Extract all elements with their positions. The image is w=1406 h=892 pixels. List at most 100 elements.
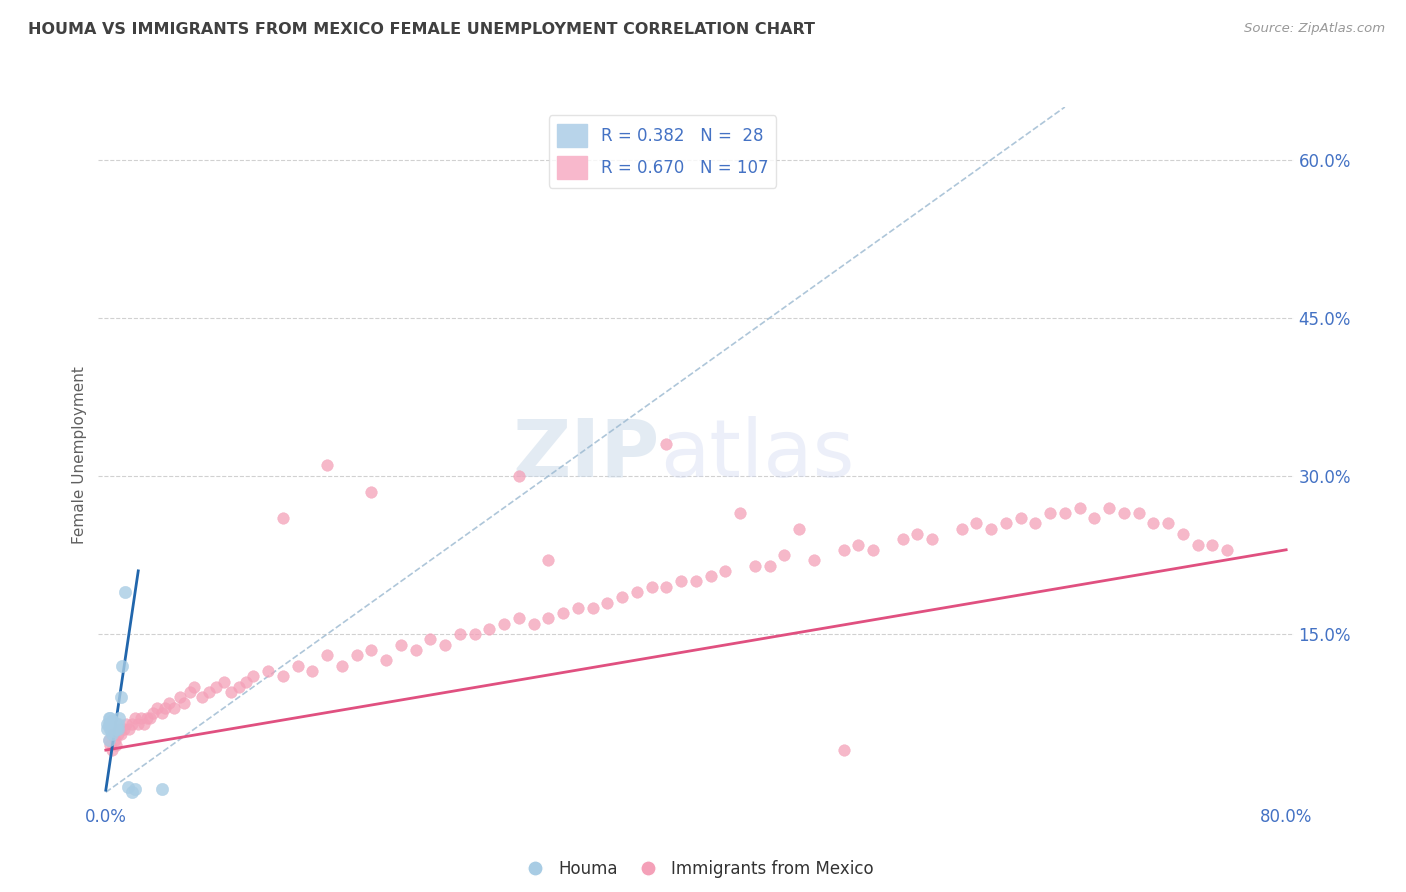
- Point: [242, 669, 264, 683]
- Point: [1098, 500, 1121, 515]
- Point: [360, 484, 382, 499]
- Point: [96, 722, 118, 736]
- Point: [121, 716, 143, 731]
- Point: [107, 727, 129, 741]
- Point: [1171, 527, 1194, 541]
- Point: [228, 680, 250, 694]
- Text: atlas: atlas: [661, 416, 855, 494]
- Point: [107, 722, 129, 736]
- Point: [582, 600, 605, 615]
- Point: [655, 580, 678, 594]
- Point: [1024, 516, 1046, 531]
- Point: [100, 743, 122, 757]
- Point: [101, 724, 124, 739]
- Point: [104, 732, 127, 747]
- Point: [97, 716, 120, 731]
- Point: [965, 516, 987, 531]
- Point: [287, 658, 309, 673]
- Point: [157, 696, 180, 710]
- Point: [139, 711, 162, 725]
- Point: [115, 716, 138, 731]
- Text: Source: ZipAtlas.com: Source: ZipAtlas.com: [1244, 22, 1385, 36]
- Point: [508, 611, 530, 625]
- Point: [641, 580, 664, 594]
- Point: [612, 591, 634, 605]
- Point: [1142, 516, 1164, 531]
- Point: [316, 458, 339, 473]
- Point: [1083, 511, 1105, 525]
- Point: [117, 780, 139, 794]
- Point: [537, 611, 560, 625]
- Point: [699, 569, 721, 583]
- Point: [136, 711, 159, 725]
- Point: [142, 706, 165, 721]
- Point: [97, 711, 120, 725]
- Point: [744, 558, 766, 573]
- Point: [330, 658, 353, 673]
- Point: [1069, 500, 1091, 515]
- Point: [419, 632, 441, 647]
- Point: [950, 522, 973, 536]
- Point: [146, 701, 169, 715]
- Point: [523, 616, 546, 631]
- Point: [150, 706, 173, 721]
- Point: [118, 722, 141, 736]
- Point: [96, 716, 118, 731]
- Point: [124, 711, 146, 725]
- Point: [1216, 542, 1239, 557]
- Point: [1157, 516, 1180, 531]
- Point: [107, 716, 129, 731]
- Point: [271, 669, 294, 683]
- Point: [219, 685, 242, 699]
- Point: [1187, 537, 1209, 551]
- Point: [478, 622, 501, 636]
- Point: [553, 606, 575, 620]
- Point: [212, 674, 235, 689]
- Point: [994, 516, 1017, 531]
- Point: [316, 648, 339, 663]
- Point: [1039, 506, 1062, 520]
- Point: [163, 701, 186, 715]
- Point: [169, 690, 191, 705]
- Legend: Houma, Immigrants from Mexico: Houma, Immigrants from Mexico: [512, 854, 880, 885]
- Point: [714, 564, 737, 578]
- Point: [127, 716, 149, 731]
- Point: [301, 664, 323, 678]
- Point: [405, 643, 427, 657]
- Point: [190, 690, 212, 705]
- Point: [104, 722, 127, 736]
- Point: [846, 537, 869, 551]
- Point: [596, 595, 619, 609]
- Point: [389, 638, 412, 652]
- Point: [257, 664, 280, 678]
- Point: [98, 716, 121, 731]
- Point: [110, 727, 132, 741]
- Point: [862, 542, 884, 557]
- Point: [1201, 537, 1223, 551]
- Point: [100, 714, 122, 728]
- Point: [124, 782, 146, 797]
- Point: [685, 574, 707, 589]
- Point: [346, 648, 368, 663]
- Point: [105, 722, 128, 736]
- Point: [508, 469, 530, 483]
- Point: [567, 600, 589, 615]
- Y-axis label: Female Unemployment: Female Unemployment: [72, 366, 87, 544]
- Point: [434, 638, 457, 652]
- Point: [101, 714, 124, 728]
- Point: [108, 722, 131, 736]
- Point: [905, 527, 928, 541]
- Point: [129, 711, 152, 725]
- Text: HOUMA VS IMMIGRANTS FROM MEXICO FEMALE UNEMPLOYMENT CORRELATION CHART: HOUMA VS IMMIGRANTS FROM MEXICO FEMALE U…: [28, 22, 815, 37]
- Point: [494, 616, 516, 631]
- Point: [1053, 506, 1076, 520]
- Point: [787, 522, 810, 536]
- Point: [832, 542, 855, 557]
- Point: [980, 522, 1002, 536]
- Point: [198, 685, 221, 699]
- Point: [179, 685, 201, 699]
- Point: [773, 548, 796, 562]
- Point: [173, 696, 195, 710]
- Point: [100, 720, 122, 734]
- Point: [112, 722, 135, 736]
